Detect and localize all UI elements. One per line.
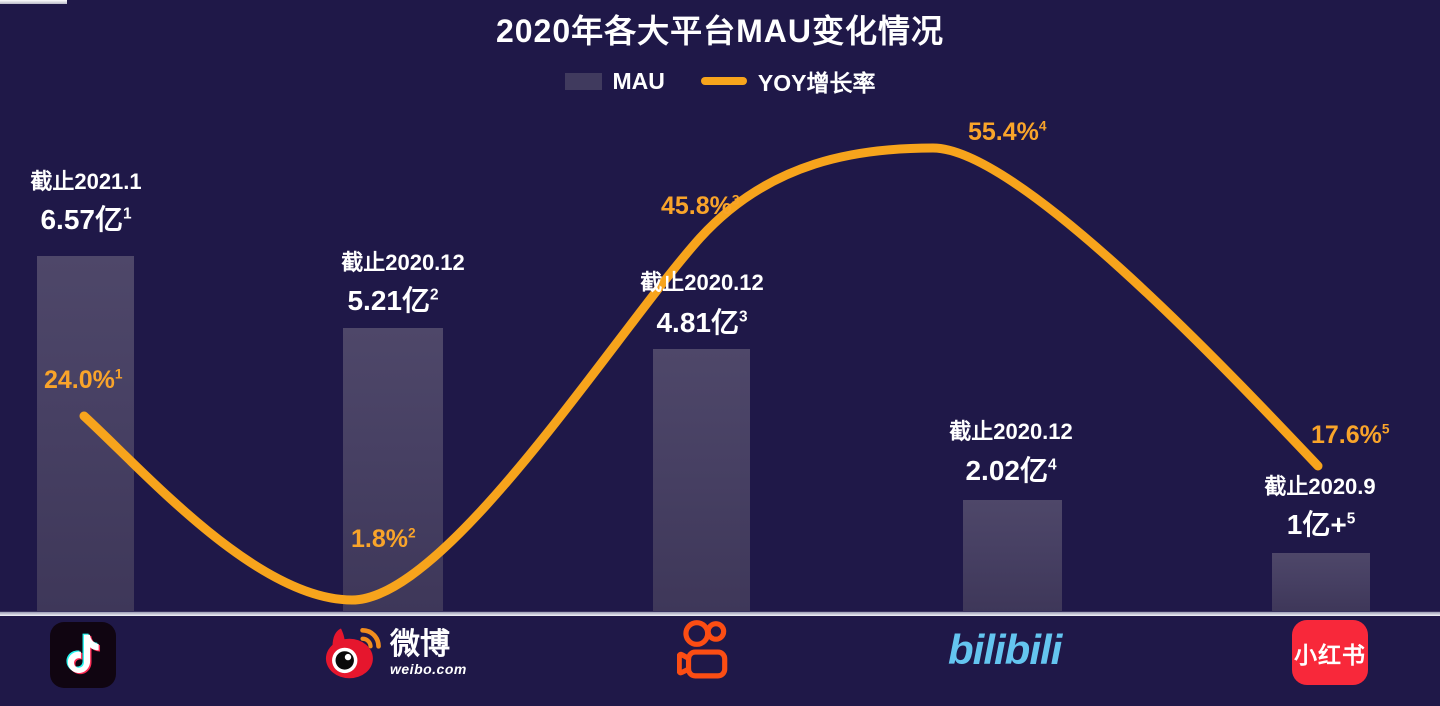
yoy-label-xiaohongshu: 17.6%5 <box>1311 421 1390 449</box>
weibo-wordmark: 微博 weibo.com <box>390 619 467 677</box>
bar-weibo <box>343 328 443 612</box>
yoy-label-douyin: 24.0%1 <box>44 366 123 394</box>
legend-yoy-swatch <box>700 77 747 85</box>
weibo-cn-text: 微博 <box>390 628 450 661</box>
bilibili-logo: bilibili <box>948 626 1062 673</box>
douyin-note-icon <box>66 633 101 675</box>
asof-label-weibo: 截止2020.12 <box>341 250 465 275</box>
bar-douyin <box>37 256 134 612</box>
weibo-eye-icon <box>325 627 381 679</box>
mau-label-xiaohongshu: 1亿+5 <box>1286 509 1356 540</box>
asof-label-kuaishou: 截止2020.12 <box>640 270 764 295</box>
kuaishou-camera-icon <box>676 620 728 679</box>
mau-label-kuaishou: 4.81亿3 <box>656 307 748 338</box>
legend: MAU YOY增长率 <box>0 64 1440 98</box>
asof-label-bilibili: 截止2020.12 <box>949 419 1073 444</box>
legend-yoy-label: YOY增长率 <box>757 70 876 96</box>
legend-mau-swatch <box>564 72 602 90</box>
legend-mau-label: MAU <box>612 67 665 94</box>
kuaishou-logo <box>676 618 729 685</box>
asof-label-douyin: 截止2021.1 <box>30 169 142 194</box>
weibo-domain-text: weibo.com <box>390 660 467 677</box>
mau-label-weibo: 5.21亿2 <box>347 285 439 316</box>
asof-label-xiaohongshu: 截止2020.9 <box>1264 474 1376 499</box>
weibo-logo: 微博 weibo.com <box>325 619 467 683</box>
yoy-label-weibo: 1.8%2 <box>351 525 416 553</box>
mau-label-bilibili: 2.02亿4 <box>965 455 1057 486</box>
bar-xiaohongshu <box>1272 553 1370 612</box>
xiaohongshu-logo-text: 小红书 <box>1294 641 1366 668</box>
axis-separator-line <box>0 611 1440 616</box>
douyin-logo <box>50 622 116 688</box>
xiaohongshu-logo: 小红书 <box>1292 620 1368 685</box>
bar-bilibili <box>963 500 1062 612</box>
chart-title: 2020年各大平台MAU变化情况 <box>495 13 945 49</box>
top-left-line-decoration <box>0 0 67 4</box>
mau-label-douyin: 6.57亿1 <box>40 204 132 235</box>
bar-kuaishou <box>653 349 750 612</box>
yoy-label-kuaishou: 45.8%3 <box>661 192 740 220</box>
yoy-label-bilibili: 55.4%4 <box>968 118 1047 146</box>
